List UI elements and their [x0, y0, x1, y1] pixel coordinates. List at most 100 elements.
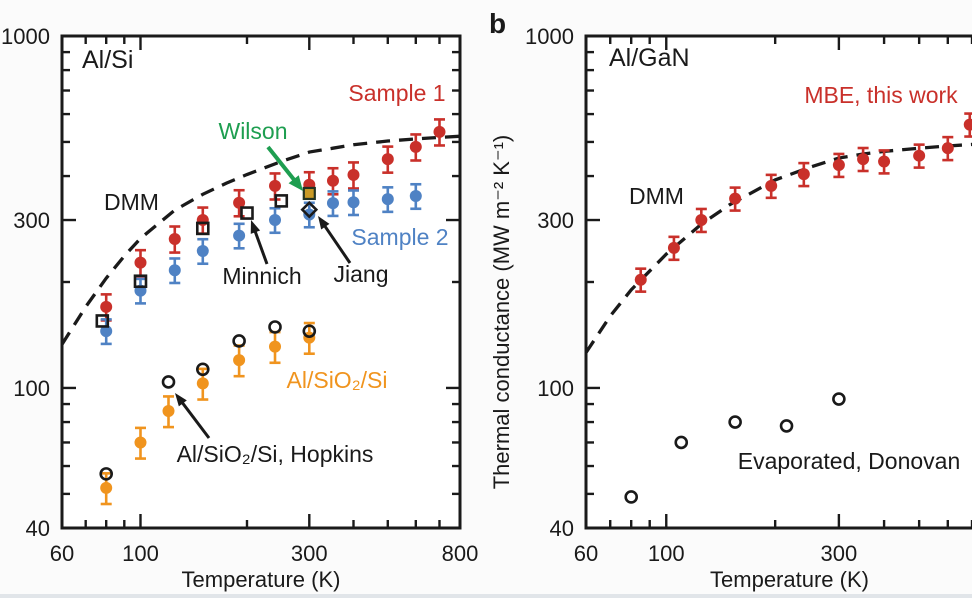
y-tick-label: 1000: [525, 24, 574, 49]
data-point: [381, 153, 394, 166]
label-al-sio-si: Al/SiO₂/Si: [287, 367, 388, 393]
label-mbe-this-work: MBE, this work: [804, 82, 958, 108]
series-minnich: [95, 194, 289, 328]
data-point: [302, 324, 317, 338]
label-al-gan: Al/GaN: [609, 44, 690, 72]
panel-b-frame: [584, 34, 972, 530]
data-point: [269, 340, 282, 353]
y-tick-label: 40: [550, 516, 574, 541]
data-point: [95, 314, 110, 328]
data-point: [161, 375, 176, 389]
data-point: [433, 125, 446, 138]
data-point: [347, 168, 360, 181]
data-point: [326, 197, 339, 210]
data-point: [347, 196, 360, 209]
data-point: [100, 481, 113, 494]
data-point: [303, 208, 316, 221]
label-jiang: Jiang: [334, 261, 389, 287]
label-sample-1: Sample 1: [348, 80, 445, 106]
data-point: [667, 241, 680, 254]
video-letterbox-strip: [0, 594, 972, 598]
label-evaporated-donovan: Evaporated, Donovan: [738, 448, 961, 474]
panel-a-frame: [60, 34, 462, 530]
data-point: [196, 244, 209, 257]
y-axis-title: Thermal conductance (MW m⁻² K⁻¹): [489, 135, 514, 490]
data-point: [941, 142, 954, 155]
data-point: [99, 467, 114, 481]
data-point: [409, 190, 422, 203]
data-point: [409, 140, 422, 153]
series-sample-2: [100, 182, 422, 346]
minnich-arrow: [250, 220, 269, 265]
series-al-sio-si-hopkins: [99, 320, 317, 481]
data-point: [269, 214, 282, 227]
label-sample-2: Sample 2: [351, 224, 448, 250]
panel-b-letter: b: [489, 8, 507, 39]
data-point: [634, 273, 647, 286]
data-point: [729, 192, 742, 205]
x-tick-label: 300: [821, 541, 858, 566]
y-tick-label: 100: [537, 376, 574, 401]
data-point: [857, 153, 870, 166]
label-dmm: DMM: [104, 189, 159, 215]
label-al-si: Al/Si: [82, 46, 133, 74]
data-point: [268, 320, 282, 334]
data-point: [134, 256, 147, 269]
data-point: [240, 206, 254, 220]
data-point: [195, 221, 210, 236]
x-axis-title: Temperature (K): [710, 567, 869, 592]
hopkins-arrow: [175, 393, 211, 439]
data-point: [196, 377, 209, 390]
data-point: [134, 436, 147, 449]
x-tick-label: 100: [648, 541, 685, 566]
y-tick-label: 100: [13, 376, 50, 401]
data-point: [326, 174, 339, 187]
data-point: [233, 196, 246, 209]
data-point: [674, 435, 689, 450]
data-point: [300, 200, 319, 219]
panel-b-ticks: [584, 34, 972, 530]
data-point: [695, 214, 708, 227]
data-point: [100, 300, 113, 313]
data-point: [779, 419, 794, 433]
data-point: [233, 354, 246, 367]
label-minnich: Minnich: [222, 263, 301, 289]
jiang-arrow: [318, 216, 352, 264]
data-point: [196, 214, 209, 227]
data-point: [162, 404, 175, 417]
label-al-sio-si-hopkins: Al/SiO₂/Si, Hopkins: [177, 441, 374, 467]
data-point: [832, 392, 846, 406]
panel-b-tick-labels: 60 100 300 40 100 300 1000 Temperature (K) Therm…: [489, 24, 869, 592]
data-point: [728, 415, 742, 429]
x-tick-label: 100: [122, 541, 159, 566]
x-tick-label: 800: [442, 541, 479, 566]
data-point: [913, 149, 926, 162]
data-point: [133, 274, 148, 289]
series-dmm: [60, 134, 461, 346]
y-tick-label: 300: [13, 208, 50, 233]
series-jiang: [300, 200, 319, 219]
x-tick-label: 60: [50, 541, 74, 566]
series-wilson: [302, 186, 316, 201]
series-evaporated-donovan: [624, 392, 846, 504]
label-wilson: Wilson: [218, 118, 287, 144]
data-point: [624, 490, 639, 504]
x-tick-label: 60: [574, 541, 598, 566]
y-tick-label: 300: [537, 208, 574, 233]
panel-a-ticks: [60, 34, 462, 530]
data-point: [797, 168, 810, 181]
data-point: [963, 118, 972, 131]
data-point: [100, 325, 113, 338]
x-axis-title: Temperature (K): [182, 567, 341, 592]
y-tick-label: 40: [26, 516, 50, 541]
data-point: [274, 194, 289, 208]
data-point: [168, 232, 181, 245]
dmm-curve: [60, 134, 461, 346]
y-tick-label: 1000: [1, 24, 50, 49]
data-point: [381, 193, 394, 206]
data-point: [233, 229, 246, 242]
